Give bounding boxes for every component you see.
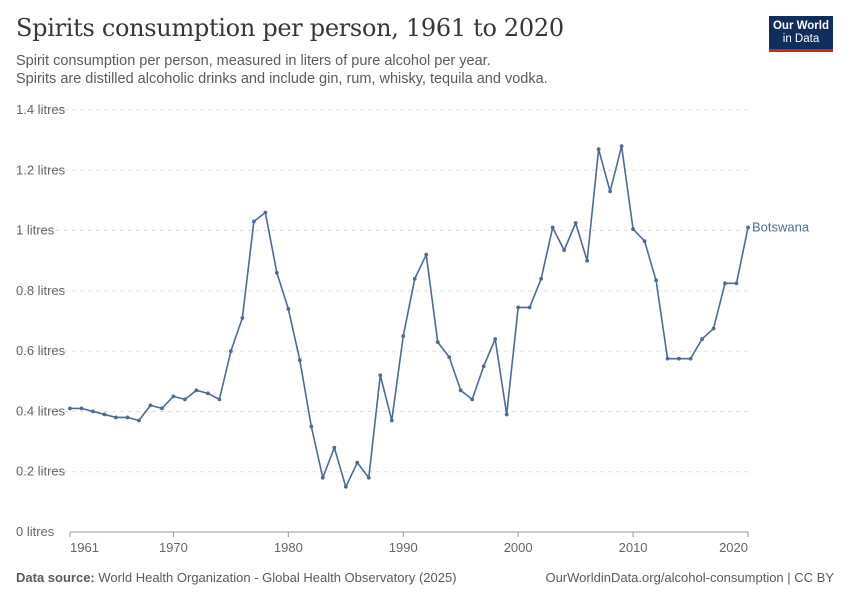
x-tick-label: 1980	[274, 540, 303, 555]
data-point[interactable]	[217, 397, 222, 402]
data-point[interactable]	[228, 349, 233, 354]
data-point[interactable]	[435, 340, 440, 344]
data-point[interactable]	[286, 307, 291, 311]
x-tick-label: 2000	[504, 540, 533, 555]
data-point[interactable]	[68, 406, 72, 411]
data-point[interactable]	[171, 394, 176, 399]
data-point[interactable]	[493, 337, 498, 341]
data-point[interactable]	[355, 460, 360, 465]
data-point[interactable]	[125, 415, 130, 420]
x-axis-ticks: 1961 1970 1980 1990 2000 2010 2020	[69, 532, 749, 555]
data-point[interactable]	[688, 356, 693, 361]
data-point[interactable]	[550, 225, 555, 230]
x-tick-label: 2010	[619, 540, 648, 555]
data-point[interactable]	[711, 326, 716, 331]
data-point[interactable]	[240, 316, 245, 320]
data-point[interactable]	[562, 248, 567, 253]
y-tick-label: 0.8 litres	[16, 283, 66, 298]
data-source: Data source: World Health Organization -…	[16, 570, 457, 585]
y-tick-label: 1 litres	[16, 223, 55, 238]
y-tick-label: 1.4 litres	[16, 102, 66, 117]
y-tick-label: 0 litres	[16, 524, 55, 539]
y-axis-ticks: 0 litres 0.2 litres 0.4 litres 0.6 litres 0.…	[16, 102, 66, 539]
data-point[interactable]	[481, 364, 486, 369]
series-botswana[interactable]	[68, 144, 750, 489]
y-tick-label: 0.2 litres	[16, 464, 66, 479]
data-point[interactable]	[366, 475, 371, 480]
data-point[interactable]	[585, 258, 590, 263]
y-tick-label: 1.2 litres	[16, 162, 66, 177]
data-point[interactable]	[205, 391, 210, 396]
gridlines	[16, 109, 748, 473]
data-point[interactable]	[378, 373, 383, 378]
data-point[interactable]	[734, 281, 739, 286]
data-point[interactable]	[251, 219, 256, 224]
data-point[interactable]	[458, 388, 463, 393]
x-tick-label: 2020	[719, 540, 748, 555]
x-tick-label: 1990	[389, 540, 418, 555]
data-point[interactable]	[309, 424, 314, 429]
data-point[interactable]	[297, 358, 302, 363]
series-label-botswana: Botswana	[752, 220, 810, 235]
data-point[interactable]	[746, 225, 750, 230]
data-point[interactable]	[183, 397, 187, 402]
logo-line-2: in Data	[782, 33, 820, 45]
data-point[interactable]	[343, 484, 348, 489]
data-point[interactable]	[79, 406, 84, 411]
data-point[interactable]	[91, 409, 95, 414]
data-point[interactable]	[194, 388, 199, 393]
data-point[interactable]	[160, 406, 164, 411]
data-point[interactable]	[654, 278, 658, 283]
data-point[interactable]	[665, 356, 670, 361]
x-tick-label: 1970	[159, 540, 188, 555]
subtitle-line-1: Spirit consumption per person, measured …	[16, 53, 491, 69]
data-point[interactable]	[470, 397, 475, 402]
data-point[interactable]	[412, 276, 417, 281]
data-point[interactable]	[539, 276, 544, 281]
data-point[interactable]	[723, 281, 727, 286]
data-point[interactable]	[608, 189, 613, 194]
line-chart[interactable]: 0 litres 0.2 litres 0.4 litres 0.6 litres 0.…	[0, 0, 850, 560]
data-point[interactable]	[700, 337, 704, 341]
data-point[interactable]	[114, 415, 118, 420]
data-point[interactable]	[642, 239, 647, 244]
y-tick-label: 0.6 litres	[16, 343, 66, 358]
data-point[interactable]	[619, 144, 624, 149]
data-point[interactable]	[527, 305, 532, 310]
data-point[interactable]	[320, 475, 325, 480]
data-point[interactable]	[137, 418, 141, 423]
data-point[interactable]	[677, 356, 681, 361]
chart-title: Spirits consumption per person, 1961 to …	[16, 14, 564, 42]
data-point[interactable]	[573, 221, 578, 225]
data-source-text[interactable]: World Health Organization - Global Healt…	[98, 570, 457, 585]
series-line-botswana[interactable]	[70, 145, 749, 488]
footer-url[interactable]: OurWorldinData.org/alcohol-consumption |…	[545, 570, 834, 585]
data-point[interactable]	[596, 147, 601, 152]
data-point[interactable]	[516, 305, 521, 310]
data-point[interactable]	[102, 412, 107, 417]
owid-logo[interactable]: Our World in Data	[769, 16, 833, 52]
data-source-label: Data source:	[16, 570, 95, 585]
series-labels: Botswana	[752, 220, 810, 235]
data-point[interactable]	[148, 403, 153, 408]
subtitle-line-2: Spirits are distilled alcoholic drinks a…	[16, 71, 548, 87]
data-point[interactable]	[401, 334, 406, 338]
data-point[interactable]	[447, 355, 452, 360]
data-point[interactable]	[389, 418, 394, 423]
y-tick-label: 0.4 litres	[16, 403, 66, 418]
logo-line-1: Our World	[772, 20, 829, 32]
data-point[interactable]	[424, 252, 429, 257]
data-point[interactable]	[274, 270, 279, 275]
x-tick-label: 1961	[70, 540, 99, 555]
data-point[interactable]	[263, 210, 268, 215]
data-point[interactable]	[504, 412, 509, 417]
chart-subtitle: Spirit consumption per person, measured …	[16, 52, 736, 88]
data-point[interactable]	[332, 445, 337, 450]
data-point[interactable]	[631, 227, 635, 231]
